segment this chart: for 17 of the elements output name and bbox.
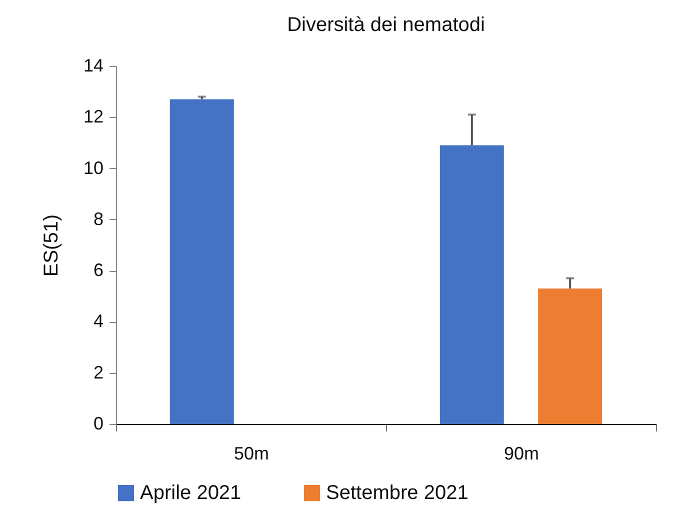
legend-label: Settembre 2021 <box>326 482 468 504</box>
y-tick-label: 6 <box>93 260 104 280</box>
y-tick-label: 2 <box>93 362 104 382</box>
y-axis-title: ES(51) <box>40 214 62 277</box>
bar <box>538 288 602 424</box>
y-tick-label: 8 <box>93 208 104 229</box>
chart-title: Diversità dei nematodi <box>287 14 485 36</box>
x-tick-label: 50m <box>234 444 270 464</box>
bar <box>170 99 234 424</box>
y-tick-label: 12 <box>83 106 104 127</box>
x-tick-label: 90m <box>504 444 540 464</box>
legend-label: Aprile 2021 <box>140 482 242 504</box>
y-tick-label: 10 <box>83 158 104 178</box>
bar <box>440 145 504 424</box>
y-tick-label: 4 <box>93 311 104 332</box>
y-tick-label: 0 <box>93 414 104 434</box>
y-tick-label: 14 <box>83 56 104 76</box>
